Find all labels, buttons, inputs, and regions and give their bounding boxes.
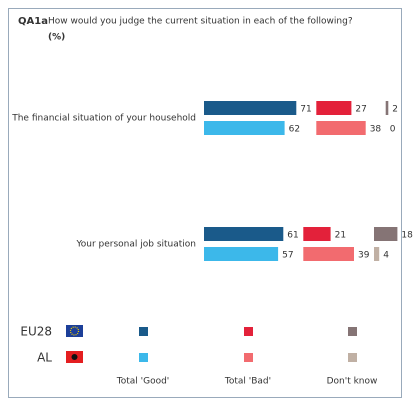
column-label: Total 'Good' bbox=[116, 377, 170, 387]
value-label: 62 bbox=[289, 125, 300, 135]
value-label: 27 bbox=[355, 105, 366, 115]
category-label: Your personal job situation bbox=[75, 240, 196, 250]
flag-al bbox=[66, 351, 83, 363]
legend-swatch bbox=[139, 327, 148, 336]
bar bbox=[204, 227, 284, 241]
bar bbox=[316, 121, 366, 135]
value-label: 21 bbox=[335, 231, 346, 241]
legend-swatch bbox=[348, 353, 357, 362]
value-label: 71 bbox=[300, 105, 311, 115]
legend-swatch bbox=[244, 353, 253, 362]
bar bbox=[303, 227, 331, 241]
bar bbox=[303, 247, 354, 261]
legend-swatch bbox=[348, 327, 357, 336]
value-label: 0 bbox=[390, 125, 396, 135]
legend-swatch bbox=[244, 327, 253, 336]
column-label: Total 'Bad' bbox=[224, 377, 271, 387]
column-label: Don't know bbox=[327, 377, 378, 387]
flag-eu bbox=[66, 325, 83, 337]
legend-label: EU28 bbox=[20, 325, 52, 339]
value-label: 39 bbox=[358, 251, 370, 261]
value-label: 4 bbox=[383, 251, 389, 261]
bar bbox=[385, 101, 389, 115]
value-label: 61 bbox=[287, 231, 298, 241]
value-label: 18 bbox=[401, 231, 413, 241]
bar bbox=[204, 121, 285, 135]
value-label: 38 bbox=[370, 125, 382, 135]
bar bbox=[374, 247, 380, 261]
bar bbox=[204, 247, 279, 261]
value-label: 2 bbox=[392, 105, 398, 115]
frame bbox=[8, 8, 402, 398]
unit: (%) bbox=[48, 33, 65, 43]
value-label: 57 bbox=[282, 251, 293, 261]
legend-swatch bbox=[139, 353, 148, 362]
chart-title: QA1a bbox=[18, 16, 48, 27]
legend-label: AL bbox=[37, 351, 52, 365]
bar bbox=[374, 227, 398, 241]
bar bbox=[204, 101, 297, 115]
chart-subtitle: How would you judge the current situatio… bbox=[48, 17, 353, 27]
category-label: The financial situation of your househol… bbox=[11, 114, 196, 124]
bar bbox=[316, 101, 352, 115]
